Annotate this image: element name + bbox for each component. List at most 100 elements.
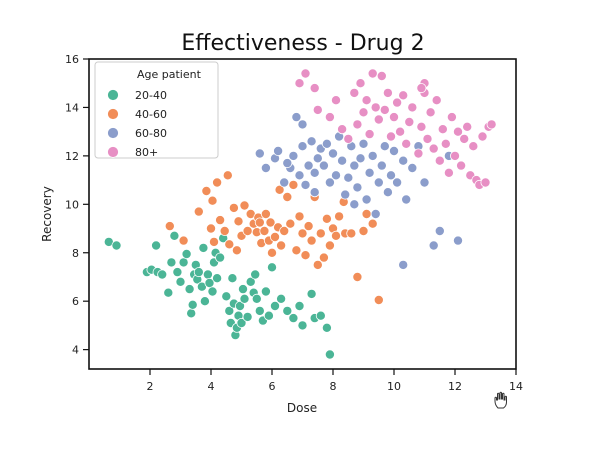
data-point-60-80-14 [309,187,320,198]
data-point-20-40-6 [157,269,168,280]
data-point-60-80-24 [340,189,351,200]
data-point-80+-25 [401,138,412,149]
data-point-80+-33 [428,143,439,154]
data-point-60-80-42 [398,155,409,166]
data-point-80+-13 [364,129,375,140]
hand-cursor-icon [494,391,507,409]
data-point-20-40-35 [227,273,238,284]
data-point-20-40-32 [221,291,232,302]
data-point-80+-8 [349,87,360,98]
legend-title: Age patient [137,68,202,81]
data-point-60-80-28 [352,182,363,193]
data-point-40-60-46 [318,252,329,263]
data-point-80+-16 [373,114,384,125]
data-point-60-80-33 [367,150,378,161]
data-point-60-80-37 [379,141,390,152]
data-point-80+-32 [425,107,436,118]
y-tick-label-0: 4 [72,344,79,357]
data-point-60-80-47 [428,240,439,251]
data-point-40-60-29 [269,231,280,242]
data-point-20-40-22 [198,242,209,253]
data-point-40-60-14 [233,216,244,227]
y-tick-label-4: 12 [65,150,79,163]
x-tick-label-3: 8 [330,380,337,393]
x-axis-ticks: 2 4 6 8 10 12 14 [147,369,523,393]
data-point-80+-2 [309,83,320,94]
data-point-60-80-43 [401,194,412,205]
data-point-60-80-10 [297,141,308,152]
data-point-40-60-58 [367,218,378,229]
y-tick-label-5: 14 [65,101,79,114]
data-point-80+-14 [367,68,378,79]
data-point-60-80-12 [303,160,314,171]
data-point-20-40-48 [251,293,262,304]
data-point-60-80-38 [382,187,393,198]
data-point-60-80-54 [282,158,293,169]
data-point-20-40-4 [151,240,162,251]
data-point-20-40-63 [321,322,332,333]
data-point-20-40-54 [269,300,280,311]
data-point-80+-35 [434,155,445,166]
data-point-40-60-50 [330,230,341,241]
data-point-60-80-52 [309,167,320,178]
data-point-80+-34 [431,95,442,106]
data-point-40-60-9 [219,225,230,236]
data-point-40-60-31 [274,184,285,195]
data-point-60-80-31 [361,194,372,205]
data-point-40-60-28 [266,247,277,258]
data-point-40-60-24 [259,225,270,236]
data-point-40-60-51 [334,211,345,222]
data-point-80+-37 [440,138,451,149]
data-point-40-60-6 [208,236,219,247]
plot-frame [88,58,517,370]
data-point-80+-29 [416,121,427,132]
data-point-20-40-23 [199,296,210,307]
x-tick-label-6: 14 [509,380,523,393]
data-point-80+-20 [385,131,396,142]
x-axis-label: Dose [287,401,317,415]
data-point-40-60-11 [224,239,235,250]
data-point-20-40-64 [324,349,335,360]
data-point-20-40-13 [181,248,192,259]
data-point-80+-21 [388,112,399,123]
data-point-40-60-40 [300,250,311,261]
data-point-20-40-16 [187,299,198,310]
data-point-60-80-46 [419,177,430,188]
data-point-40-60-0 [164,221,175,232]
data-point-80+-4 [324,112,335,123]
data-point-80+-5 [330,95,341,106]
data-point-20-40-7 [163,287,174,298]
data-point-20-40-29 [212,273,223,284]
data-point-40-60-3 [201,185,212,196]
data-point-40-60-57 [361,208,372,219]
data-point-80+-17 [376,71,387,82]
data-point-60-80-23 [337,155,348,166]
data-point-20-40-40 [234,300,245,311]
data-point-20-40-9 [169,230,180,241]
data-point-60-80-20 [327,148,338,159]
data-point-80+-12 [361,95,372,106]
data-point-20-40-10 [172,267,183,278]
y-tick-label-6: 16 [65,53,79,66]
data-point-80+-49 [477,131,488,142]
data-point-40-60-47 [321,213,332,224]
legend-label-40-60: 40-60 [135,108,167,121]
data-point-80+-23 [395,126,406,137]
legend-label-60-80: 60-80 [135,127,167,140]
data-point-20-40-51 [260,286,271,297]
legend-items: 20-40 40-60 60-80 80+ [107,89,167,159]
data-point-40-60-1 [178,235,189,246]
data-point-20-40-15 [186,308,197,319]
data-point-80+-52 [486,119,497,130]
data-point-40-60-5 [207,195,218,206]
data-point-40-60-41 [303,221,314,232]
data-point-80+-1 [300,68,311,79]
data-point-40-60-2 [193,206,204,217]
data-point-20-40-53 [266,262,277,273]
data-point-80+-10 [355,78,366,89]
data-point-80+-6 [337,124,348,135]
data-point-20-40-14 [184,284,195,295]
data-point-60-80-7 [291,112,302,123]
data-point-60-80-19 [324,177,335,188]
data-point-80+-44 [462,121,473,132]
